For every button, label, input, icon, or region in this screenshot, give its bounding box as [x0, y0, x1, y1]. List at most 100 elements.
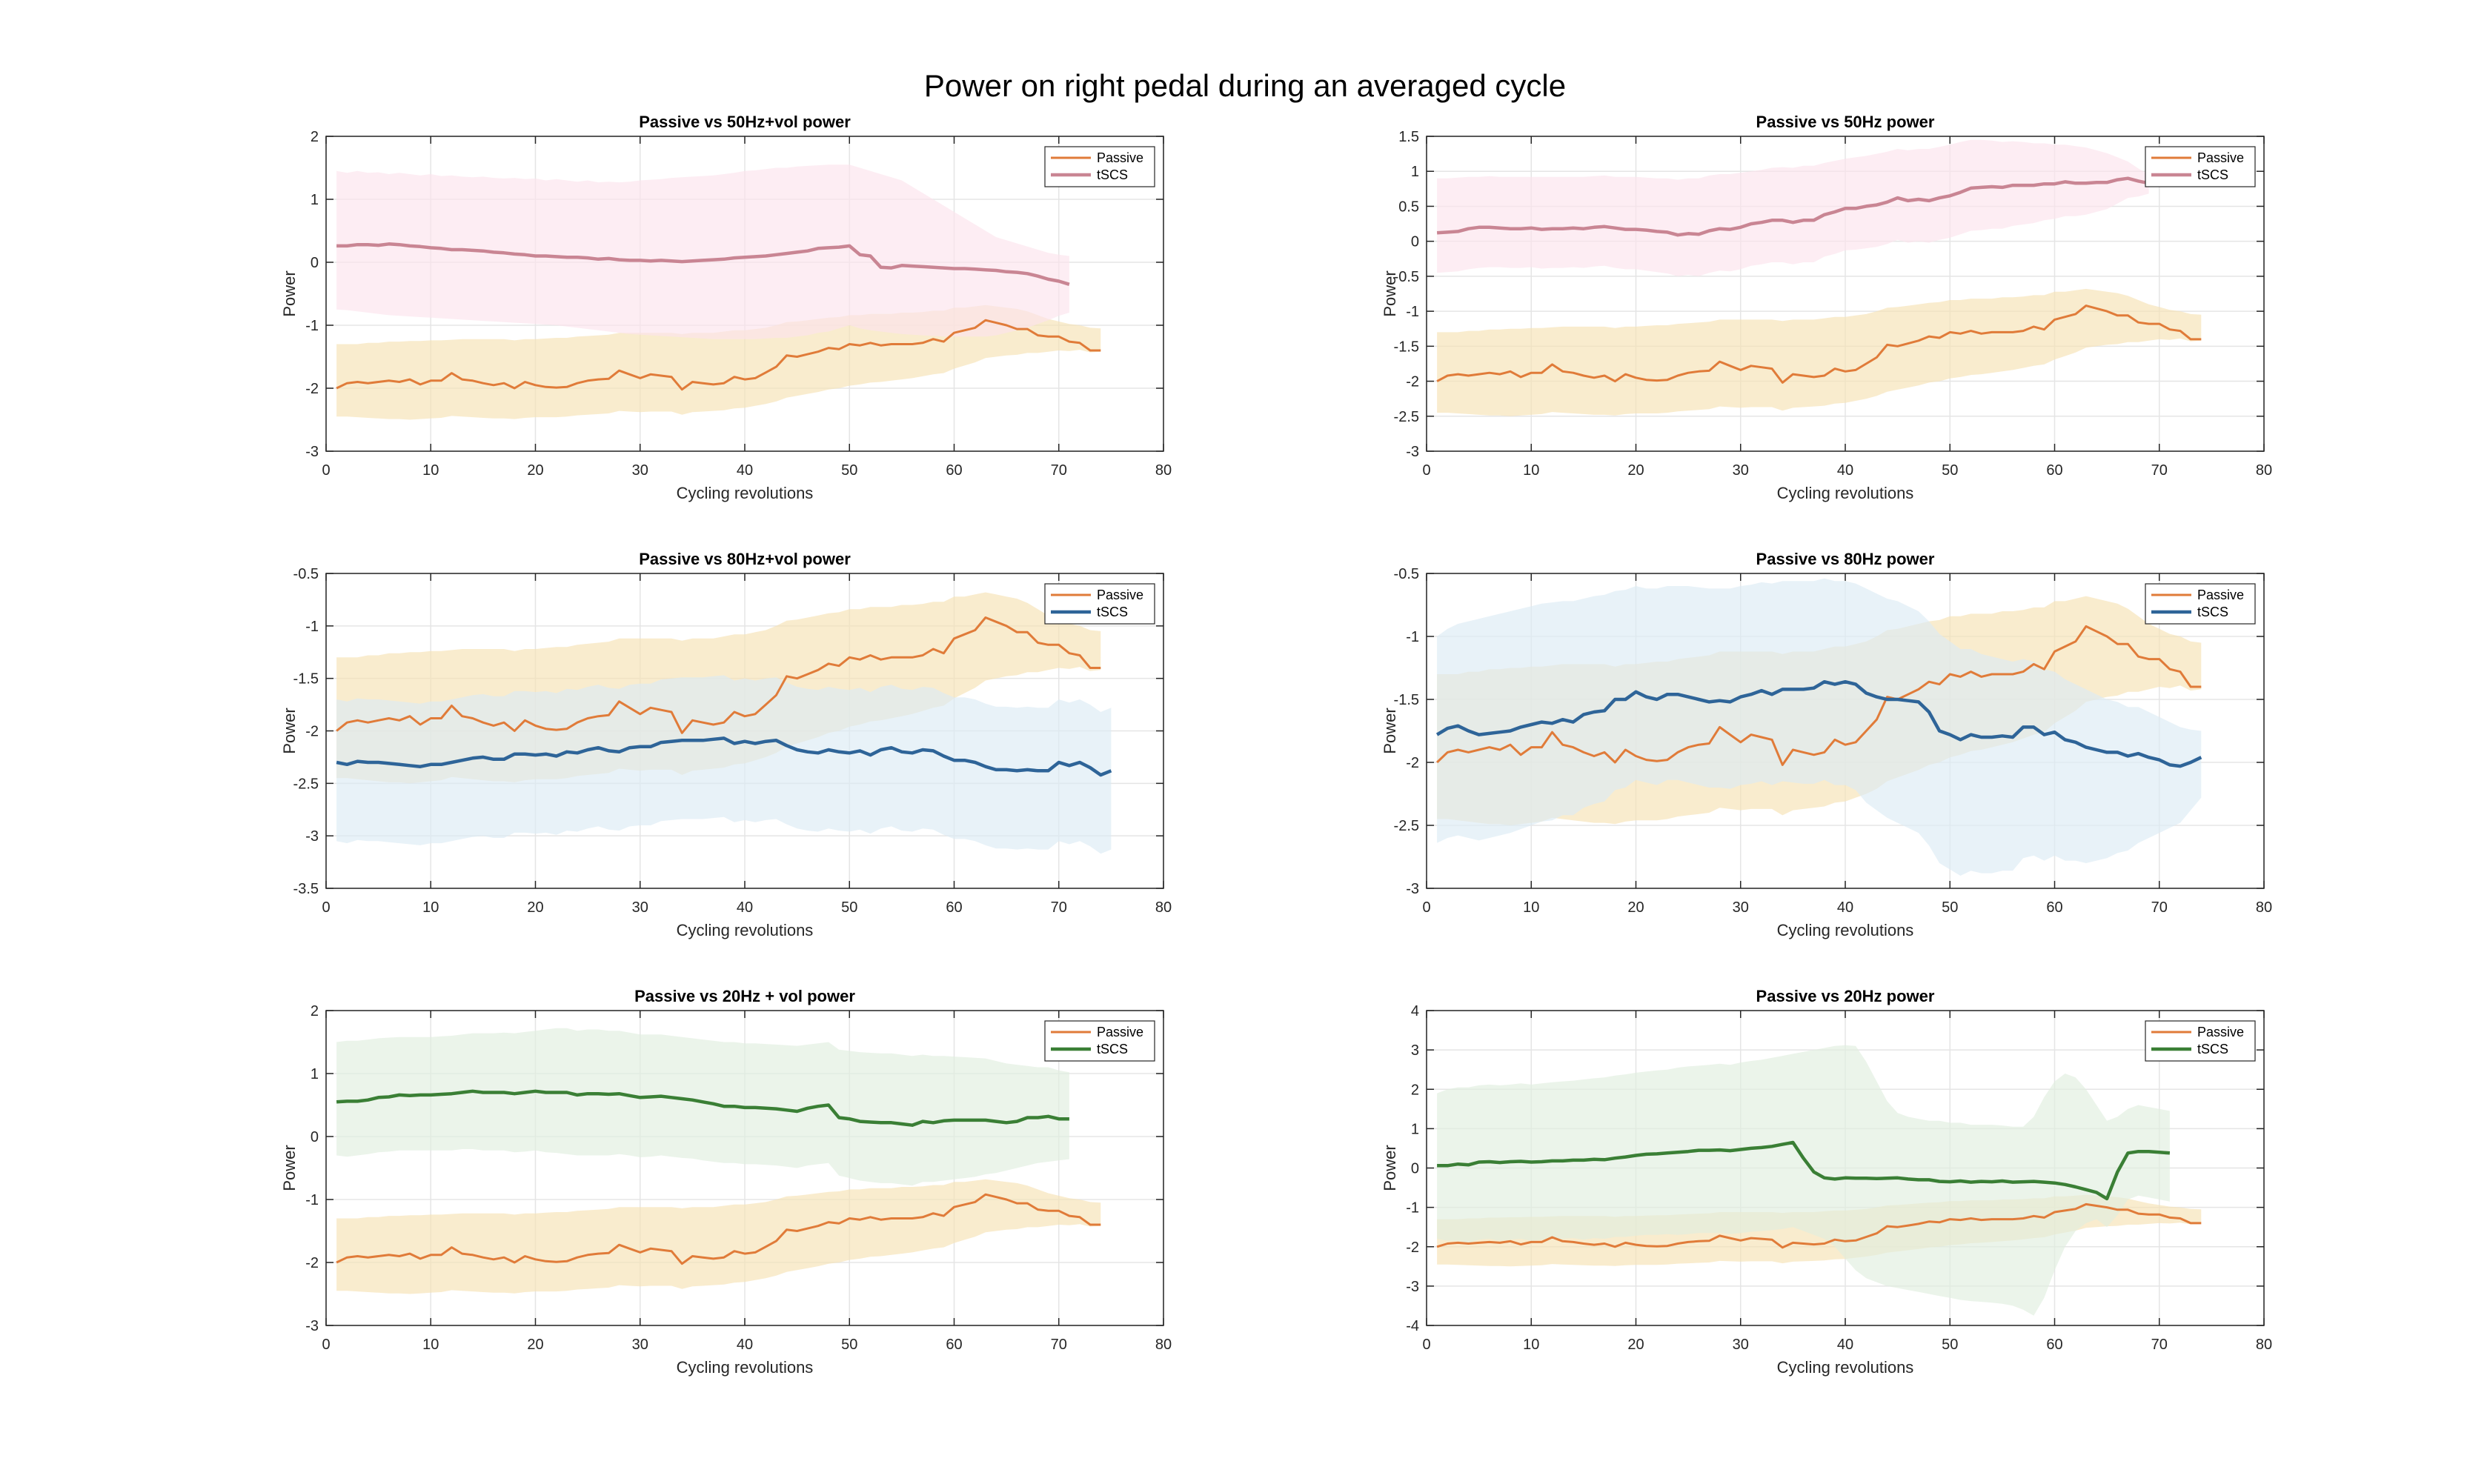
y-tick-label: 1	[311, 1066, 319, 1082]
subplot-2: 0 10 20 30 40 50 60 70 80 -3 -2.5 -2 -1.5 -1 -0.5 0 0.5 1…	[1381, 113, 2272, 502]
band-tscs	[336, 164, 1069, 339]
x-tick-label: 60	[946, 899, 962, 916]
series-line-passive	[1436, 305, 2202, 384]
x-tick-label: 70	[1051, 1337, 1067, 1353]
y-tick-label: 1.5	[1398, 129, 1419, 145]
x-tick-label: 40	[1837, 462, 1853, 479]
y-tick-label: -1.5	[1394, 339, 1419, 355]
band-passive	[1437, 288, 2202, 416]
y-tick-label: -2.5	[293, 776, 319, 792]
legend-label-tscs: tSCS	[1097, 1042, 1128, 1057]
x-tick-label: 80	[2256, 462, 2272, 479]
legend-label-tscs: tSCS	[1097, 605, 1128, 619]
x-tick-label: 40	[737, 462, 753, 479]
y-tick-label: -3	[1406, 444, 1419, 460]
y-axis-label: Power	[1381, 708, 1399, 753]
x-tick-label: 20	[527, 899, 543, 916]
y-axis-label: Power	[280, 708, 299, 753]
series-line-tscs	[1437, 1140, 2171, 1201]
y-tick-label: 0	[311, 1129, 319, 1145]
x-axis-label: Cycling revolutions	[677, 921, 814, 939]
series-line-tscs	[1435, 679, 2202, 768]
x-tick-label: 20	[1627, 462, 1644, 479]
y-tick-label: -2.5	[1394, 409, 1419, 425]
x-tick-label: 50	[841, 899, 857, 916]
y-tick-label: 1	[311, 192, 319, 208]
y-tick-label: 3	[1411, 1042, 1419, 1059]
y-tick-label: -3	[305, 444, 319, 460]
x-tick-label: 10	[1523, 899, 1539, 916]
x-tick-label: 70	[2151, 462, 2168, 479]
x-tick-label: 0	[1422, 899, 1430, 916]
x-tick-label: 10	[1523, 462, 1539, 479]
x-tick-label: 80	[2256, 1337, 2272, 1353]
x-tick-label: 50	[1942, 462, 1958, 479]
x-tick-label: 60	[946, 462, 962, 479]
legend-label-passive: Passive	[2197, 588, 2244, 602]
x-tick-label: 30	[1733, 462, 1749, 479]
legend-box	[2145, 1020, 2256, 1062]
x-tick-label: 80	[1155, 462, 1172, 479]
y-tick-label: 1	[1411, 1121, 1419, 1137]
x-tick-label: 0	[322, 1337, 330, 1353]
legend-label-passive: Passive	[1097, 1025, 1143, 1039]
x-tick-label: 60	[2046, 899, 2062, 916]
x-tick-label: 40	[737, 899, 753, 916]
x-tick-label: 60	[946, 1337, 962, 1353]
x-tick-label: 10	[422, 1337, 439, 1353]
x-axis-label: Cycling revolutions	[677, 484, 814, 502]
subplot-title: Passive vs 50Hz+vol power	[639, 113, 851, 131]
legend: Passive tSCS	[2145, 1020, 2256, 1062]
x-tick-label: 30	[1733, 1337, 1749, 1353]
y-tick-label: -2	[305, 1255, 319, 1271]
y-tick-label: -4	[1406, 1318, 1419, 1334]
legend-box	[1044, 146, 1155, 187]
legend-label-tscs: tSCS	[2197, 167, 2228, 182]
y-tick-label: -2	[1406, 374, 1419, 390]
x-tick-label: 0	[322, 462, 330, 479]
legend-label-passive: Passive	[1097, 588, 1143, 602]
y-tick-label: -3	[1406, 1279, 1419, 1295]
x-tick-label: 60	[2046, 1337, 2062, 1353]
legend-box	[1044, 1020, 1155, 1062]
y-tick-label: 2	[311, 129, 319, 145]
legend-box	[1044, 583, 1155, 625]
y-tick-label: -1	[305, 318, 319, 334]
y-tick-label: -2.5	[1394, 818, 1419, 834]
y-axis-label: Power	[1381, 270, 1399, 316]
y-tick-label: -2	[1406, 1240, 1419, 1256]
y-tick-label: 0	[1411, 234, 1419, 250]
x-tick-label: 80	[1155, 899, 1172, 916]
x-axis-label: Cycling revolutions	[677, 1358, 814, 1377]
x-tick-label: 30	[632, 899, 648, 916]
legend-label-passive: Passive	[1097, 150, 1143, 165]
legend-box	[2145, 583, 2256, 625]
series-line-passive	[336, 319, 1101, 391]
legend-label-tscs: tSCS	[1097, 167, 1128, 182]
x-tick-label: 10	[1523, 1337, 1539, 1353]
band-passive	[336, 1179, 1101, 1294]
x-tick-label: 40	[1837, 1337, 1853, 1353]
x-tick-label: 10	[422, 462, 439, 479]
x-tick-label: 30	[1733, 899, 1749, 916]
x-tick-label: 20	[1627, 899, 1644, 916]
subplot-1: 0 10 20 30 40 50 60 70 80 -3 -2 -1 0 1 2 Passive vs 50H…	[280, 113, 1172, 502]
series-line-passive	[336, 1193, 1101, 1265]
y-tick-label: 2	[311, 1003, 319, 1019]
subplot-title: Passive vs 80Hz+vol power	[639, 550, 851, 568]
y-tick-label: -0.5	[293, 566, 319, 582]
y-tick-label: -1	[1406, 629, 1419, 645]
x-tick-label: 70	[2151, 899, 2168, 916]
y-axis-label: Power	[280, 270, 299, 316]
legend-label-passive: Passive	[2197, 1025, 2244, 1039]
y-tick-label: 4	[1411, 1003, 1419, 1019]
x-tick-label: 20	[527, 462, 543, 479]
series-line-tscs	[336, 736, 1112, 777]
x-tick-label: 30	[632, 462, 648, 479]
y-tick-label: 0	[311, 255, 319, 271]
x-tick-label: 50	[1942, 899, 1958, 916]
x-tick-label: 0	[322, 899, 330, 916]
y-tick-label: -0.5	[1394, 566, 1419, 582]
y-tick-label: -3	[1406, 881, 1419, 897]
x-tick-label: 80	[2256, 899, 2272, 916]
